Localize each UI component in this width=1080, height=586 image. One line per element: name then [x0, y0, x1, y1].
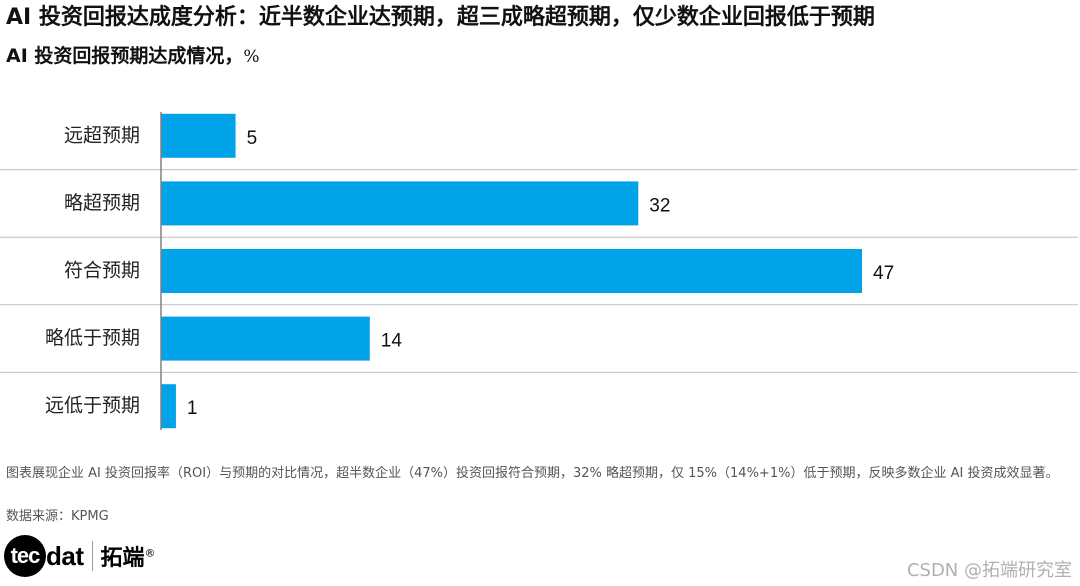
category-label: 略超预期 — [64, 192, 140, 214]
category-label: 符合预期 — [64, 260, 140, 282]
subtitle-text: AI 投资回报预期达成情况， — [6, 45, 244, 67]
logo-circle: tec — [4, 535, 46, 577]
bar-4 — [161, 316, 370, 361]
category-label: 略低于预期 — [45, 327, 140, 349]
registered-mark: ® — [144, 546, 156, 560]
chart-note: 图表展现企业 AI 投资回报率（ROI）与预期的对比情况，超半数企业（47%）投… — [6, 466, 1059, 481]
logo-separator — [91, 541, 93, 571]
brand-logo: tec dat 拓端® — [4, 535, 156, 577]
data-source: 数据来源：KPMG — [6, 509, 109, 524]
watermark: CSDN @拓端研究室 — [906, 560, 1072, 581]
bar-1 — [161, 113, 236, 158]
chart-title: AI 投资回报达成度分析：近半数企业达预期，超三成略超预期，仅少数企业回报低于预… — [6, 5, 875, 30]
data-label: 47 — [873, 263, 894, 284]
data-label: 1 — [187, 398, 198, 419]
logo-chinese-name: 拓端® — [101, 540, 156, 572]
data-label: 5 — [247, 128, 258, 149]
bar-5 — [161, 384, 176, 429]
subtitle-unit: % — [243, 47, 260, 67]
bar-2 — [161, 181, 639, 226]
data-label: 14 — [381, 331, 403, 352]
logo-cn-text: 拓端 — [100, 546, 145, 571]
logo-text: dat — [46, 540, 84, 571]
category-label: 远低于预期 — [45, 395, 140, 417]
bar-3 — [161, 249, 862, 293]
bar-chart: 远超预期 5 略超预期 32 符合预期 47 略低于预期 14 远低于预期 1 — [0, 112, 1078, 430]
chart-subtitle: AI 投资回报预期达成情况，% — [6, 42, 260, 71]
category-label: 远超预期 — [64, 124, 140, 146]
data-label: 32 — [649, 195, 670, 216]
